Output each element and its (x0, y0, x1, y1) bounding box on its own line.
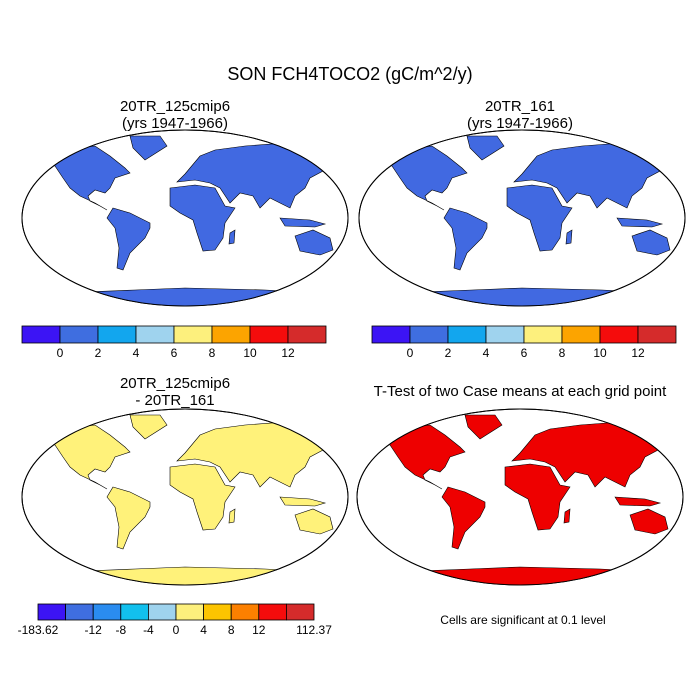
colorbar-box (599, 325, 639, 344)
panel-title: 20TR_125cmip6 (120, 375, 230, 392)
colorbar-box (175, 603, 205, 621)
colorbar-label: 8 (559, 346, 566, 360)
colorbar-label: 0 (57, 346, 64, 360)
colorbar-label: 2 (95, 346, 102, 360)
colorbar-box (135, 325, 175, 344)
colorbar-box (258, 603, 287, 621)
colorbar-label: 12 (631, 346, 645, 360)
colorbar-box (285, 603, 315, 621)
colorbar-box (120, 603, 149, 621)
colorbar-box (371, 325, 411, 344)
colorbar-label: 12 (252, 623, 266, 637)
globe-outline (21, 129, 349, 307)
colorbar-box (97, 325, 137, 344)
colorbar-box (409, 325, 449, 344)
colorbar-label: 4 (483, 346, 490, 360)
panels: 20TR_125cmip6(yrs 1947-1966)20TR_161(yrs… (18, 98, 686, 637)
colorbar-box (211, 325, 251, 344)
colorbar-label: 10 (243, 346, 257, 360)
colorbar-box (21, 325, 61, 344)
colorbar-label: 8 (209, 346, 216, 360)
colorbar-label: -8 (115, 623, 126, 637)
globe-outline (358, 129, 686, 307)
colorbar-label: 4 (200, 623, 207, 637)
colorbar-box (37, 603, 67, 621)
colorbar: 0 2 4 6 8 10 12 (21, 325, 327, 360)
colorbar-label: 10 (593, 346, 607, 360)
figure-title: SON FCH4TOCO2 (gC/m^2/y) (227, 64, 472, 84)
colorbar-box (637, 325, 677, 344)
globe-outline (356, 408, 684, 586)
colorbar-label: 4 (133, 346, 140, 360)
colorbar-label: -183.62 (18, 623, 59, 637)
panel-title: 20TR_125cmip6 (120, 98, 230, 115)
colorbar-label: 0 (407, 346, 414, 360)
colorbar-label: -4 (143, 623, 154, 637)
colorbar-box (147, 603, 177, 621)
colorbar: -183.62 -12 -8 -4 0 4 8 12 112.37 (18, 603, 332, 637)
panel-title: T-Test of two Case means at each grid po… (374, 383, 667, 400)
map (21, 129, 349, 307)
colorbar-label: 0 (173, 623, 180, 637)
globe-outline (21, 408, 349, 586)
colorbar-box (447, 325, 487, 344)
colorbar-label: 2 (445, 346, 452, 360)
colorbar-box (173, 325, 213, 344)
colorbar-label: 8 (228, 623, 235, 637)
colorbar-label: 6 (521, 346, 528, 360)
colorbar-label: 112.37 (296, 623, 332, 637)
map (358, 129, 686, 307)
colorbar-box (249, 325, 289, 344)
colorbar-box (230, 603, 260, 621)
colorbar-label: -12 (85, 623, 103, 637)
colorbar-box (65, 603, 94, 621)
colorbar-box (203, 603, 232, 621)
colorbar-box (287, 325, 327, 344)
colorbar-box (561, 325, 601, 344)
map (356, 408, 684, 586)
panel-title: 20TR_161 (485, 98, 555, 115)
colorbar-label: 6 (171, 346, 178, 360)
colorbar-box (485, 325, 525, 344)
map (21, 408, 349, 586)
panel-title: - 20TR_161 (135, 392, 214, 409)
panel-title: (yrs 1947-1966) (122, 115, 228, 132)
footnote: Cells are significant at 0.1 level (440, 613, 605, 627)
colorbar-label: 12 (281, 346, 295, 360)
colorbar-box (92, 603, 122, 621)
colorbar-box (59, 325, 99, 344)
colorbar: 0 2 4 6 8 10 12 (371, 325, 677, 360)
colorbar-box (523, 325, 563, 344)
panel-title: (yrs 1947-1966) (467, 115, 573, 132)
